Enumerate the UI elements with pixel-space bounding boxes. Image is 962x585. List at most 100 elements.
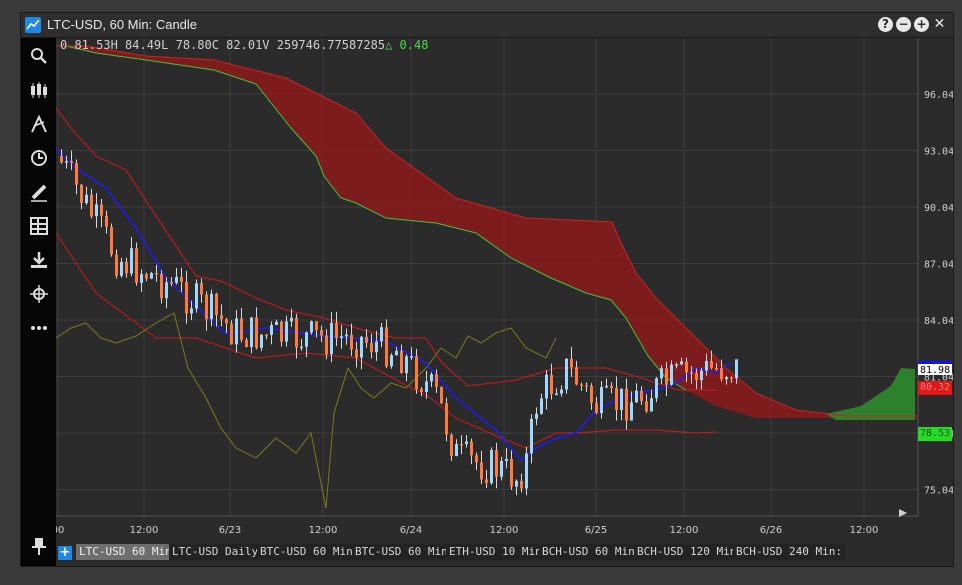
candle-down xyxy=(615,388,618,411)
chart-tab[interactable]: LTC-USD 60 Min: xyxy=(76,544,182,560)
chart-tab[interactable]: BCH-USD 240 Min: xyxy=(733,544,845,560)
chart-tab[interactable]: BCH-USD 60 Min: xyxy=(539,544,645,560)
candle-up xyxy=(375,341,378,353)
candle-down xyxy=(110,226,113,255)
chart-tabs-bar: + LTC-USD 60 Min: LTC-USD Daily: BTC-USD 6… xyxy=(56,541,953,566)
close-button[interactable]: ✕ xyxy=(933,16,946,32)
add-tab-button[interactable]: + xyxy=(58,545,72,560)
candle-down xyxy=(495,449,498,477)
candle-up xyxy=(670,364,673,385)
candle-down xyxy=(440,386,443,404)
candle-up xyxy=(620,388,623,411)
help-button[interactable]: ? xyxy=(878,17,893,32)
pencil-icon[interactable] xyxy=(29,182,49,202)
candles-icon[interactable] xyxy=(29,80,49,100)
candle-up xyxy=(235,318,238,345)
time-label: 6/24 xyxy=(400,525,422,536)
candle-down xyxy=(280,321,283,342)
minimize-button[interactable]: − xyxy=(896,17,911,32)
candle-down xyxy=(70,161,73,163)
candle-down xyxy=(145,274,148,279)
candle-up xyxy=(380,327,383,342)
candle-up xyxy=(700,370,703,381)
candle-down xyxy=(325,335,328,355)
pin-icon[interactable] xyxy=(29,536,49,556)
candle-down xyxy=(690,372,693,374)
chart-tab[interactable]: ETH-USD 10 Min: xyxy=(446,544,552,560)
candle-up xyxy=(120,261,123,276)
candle-up xyxy=(250,317,253,347)
candle-up xyxy=(555,393,558,396)
candle-up xyxy=(85,194,88,204)
chart-canvas[interactable]: 96.0493.0490.0487.0484.0481.0478.0475.04… xyxy=(56,38,953,541)
candle-up xyxy=(270,325,273,335)
candle-down xyxy=(100,204,103,216)
candle-down xyxy=(170,282,173,284)
candle-down xyxy=(420,389,423,393)
candle-down xyxy=(695,372,698,381)
candle-down xyxy=(220,314,223,320)
candle-down xyxy=(90,194,93,217)
candle-down xyxy=(640,390,643,402)
candle-down xyxy=(225,319,228,324)
candle-up xyxy=(360,336,363,358)
crosshair-icon[interactable] xyxy=(29,284,49,304)
candle-down xyxy=(400,350,403,374)
time-label: 12:00 xyxy=(130,525,159,536)
candle-up xyxy=(310,321,313,333)
band-upper xyxy=(56,107,716,391)
maximize-button[interactable]: + xyxy=(914,17,929,32)
candle-down xyxy=(350,334,353,350)
title-bar: LTC-USD, 60 Min: Candle ? − + ✕ xyxy=(21,13,953,38)
indicator-icon[interactable] xyxy=(29,114,49,134)
candle-up xyxy=(560,389,563,394)
candle-down xyxy=(730,377,733,379)
chart-tab[interactable]: BCH-USD 120 Min: xyxy=(634,544,746,560)
candle-up xyxy=(95,204,98,217)
candle-down xyxy=(520,480,523,489)
candle-down xyxy=(570,358,573,368)
price-change: △ 0.48 xyxy=(385,38,429,52)
chart-tab[interactable]: BTC-USD 60 Min: xyxy=(352,544,458,560)
candle-up xyxy=(530,418,533,454)
candle-down xyxy=(80,184,83,204)
candle-down xyxy=(125,261,128,274)
candle-up xyxy=(285,321,288,342)
red-price-tag: 80.32 xyxy=(918,381,952,395)
candlestick-chart[interactable]: 96.0493.0490.0487.0484.0481.0478.0475.04… xyxy=(56,38,953,541)
senkou-span-a xyxy=(56,45,687,391)
layout-icon[interactable] xyxy=(29,216,49,236)
candle-down xyxy=(595,402,598,414)
time-label: 12:00 xyxy=(490,525,519,536)
chart-tab[interactable]: BTC-USD 60 Min: xyxy=(257,544,363,560)
price-label: 81.04 xyxy=(924,373,953,384)
candle-up xyxy=(490,449,493,484)
candle-up xyxy=(150,273,153,279)
candle-down xyxy=(610,385,613,389)
candle-down xyxy=(365,336,368,343)
search-icon[interactable] xyxy=(29,46,49,66)
last-price-tag: 81.98 xyxy=(918,361,952,376)
candle-up xyxy=(410,356,413,358)
candle-down xyxy=(105,215,108,227)
candle-down xyxy=(645,401,648,412)
candle-up xyxy=(600,387,603,414)
candle-down xyxy=(710,360,713,368)
candle-down xyxy=(135,248,138,283)
chart-tab[interactable]: LTC-USD Daily: xyxy=(169,544,268,560)
candle-up xyxy=(545,374,548,399)
candle-down xyxy=(450,434,453,457)
download-icon[interactable] xyxy=(29,250,49,270)
candle-up xyxy=(535,413,538,419)
ohlc-values: 0 81.53H 84.49L 78.80C 82.01V 259746.775… xyxy=(60,38,386,52)
candle-up xyxy=(425,381,428,393)
candle-up xyxy=(525,453,528,489)
candle-down xyxy=(115,254,118,276)
ohlc-readout: 0 81.53H 84.49L 78.80C 82.01V 259746.775… xyxy=(60,38,428,52)
time-label: 6/26 xyxy=(760,525,782,536)
more-icon[interactable] xyxy=(29,318,49,338)
candle-down xyxy=(75,162,78,185)
clock-icon[interactable] xyxy=(29,148,49,168)
candle-up xyxy=(340,336,343,338)
candle-down xyxy=(445,403,448,435)
